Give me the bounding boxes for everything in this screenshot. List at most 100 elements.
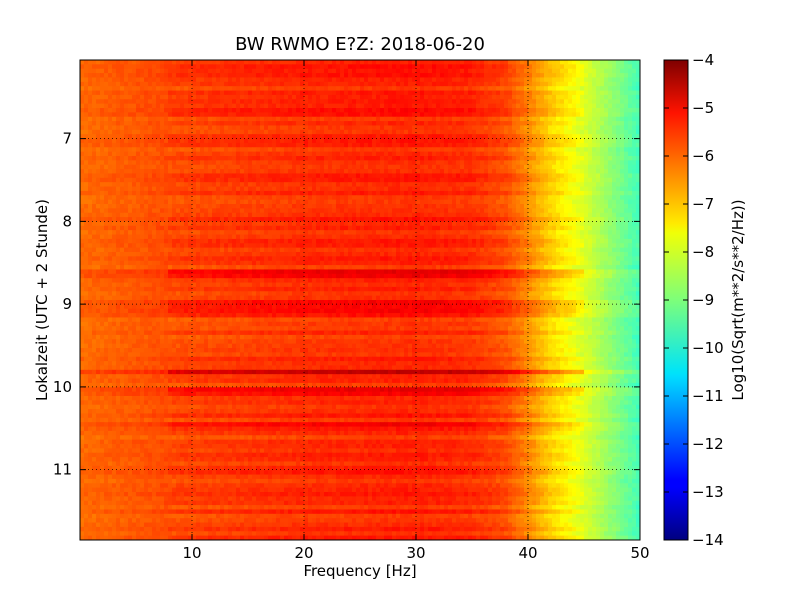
heatmap-cell [340, 147, 345, 153]
heatmap-cell [456, 199, 461, 205]
heatmap-cell [348, 90, 353, 96]
heatmap-cell [636, 173, 640, 179]
heatmap-cell [408, 151, 413, 157]
heatmap-cell [492, 164, 497, 170]
heatmap-cell [416, 121, 421, 127]
heatmap-cell [416, 147, 421, 153]
heatmap-cell [324, 134, 329, 140]
heatmap-cell [608, 147, 613, 153]
heatmap-cell [128, 160, 133, 166]
heatmap-cell [276, 73, 281, 79]
heatmap-cell [148, 182, 153, 188]
heatmap-cell [320, 142, 325, 148]
heatmap-cell [240, 77, 245, 83]
heatmap-cell [140, 121, 145, 127]
heatmap-cell [608, 190, 613, 196]
heatmap-cell [376, 125, 381, 131]
heatmap-cell [296, 81, 301, 87]
heatmap-cell [396, 169, 401, 175]
heatmap-cell [308, 64, 313, 70]
heatmap-cell [456, 77, 461, 83]
heatmap-cell [572, 60, 577, 65]
heatmap-cell [376, 173, 381, 179]
heatmap-cell [164, 86, 169, 92]
heatmap-cell [420, 147, 425, 153]
heatmap-cell [436, 129, 441, 135]
heatmap-cell [272, 125, 277, 131]
heatmap-cell [200, 60, 205, 65]
heatmap-cell [164, 156, 169, 161]
heatmap-cell [284, 212, 289, 218]
heatmap-cell [480, 156, 485, 161]
heatmap-cell [160, 208, 165, 214]
heatmap-cell [212, 164, 217, 170]
heatmap-cell [280, 99, 285, 105]
heatmap-cell [488, 125, 493, 131]
heatmap-cell [428, 138, 433, 144]
heatmap-cell [304, 142, 309, 148]
heatmap-cell [504, 103, 509, 109]
heatmap-cell [188, 212, 193, 218]
heatmap-cell [360, 134, 365, 140]
heatmap-cell [120, 86, 125, 92]
heatmap-cell [536, 90, 541, 96]
heatmap-cell [208, 60, 213, 65]
heatmap-cell [636, 151, 640, 157]
heatmap-cell [124, 186, 129, 192]
heatmap-cell [372, 64, 377, 70]
heatmap-cell [176, 68, 181, 74]
heatmap-cell [304, 147, 309, 153]
heatmap-cell [144, 60, 149, 65]
heatmap-cell [248, 77, 253, 83]
heatmap-cell [336, 108, 341, 113]
heatmap-cell [560, 147, 565, 153]
heatmap-cell [536, 77, 541, 83]
heatmap-cell [572, 208, 577, 214]
heatmap-cell [492, 134, 497, 140]
heatmap-cell [268, 99, 273, 105]
heatmap-cell [544, 199, 549, 205]
heatmap-cell [348, 112, 353, 118]
heatmap-cell [152, 90, 157, 96]
heatmap-cell [432, 204, 437, 209]
heatmap-cell [140, 199, 145, 205]
heatmap-cell [512, 142, 517, 148]
heatmap-cell [632, 134, 637, 140]
heatmap-cell [96, 121, 101, 127]
heatmap-cell [104, 151, 109, 157]
heatmap-cell [296, 177, 301, 183]
heatmap-cell [356, 73, 361, 79]
heatmap-cell [200, 156, 205, 161]
heatmap-cell [120, 164, 125, 170]
heatmap-cell [556, 156, 561, 161]
heatmap-cell [100, 116, 105, 122]
heatmap-cell [504, 151, 509, 157]
heatmap-cell [264, 147, 269, 153]
heatmap-cell [148, 64, 153, 70]
heatmap-cell [592, 116, 597, 122]
heatmap-cell [604, 112, 609, 118]
heatmap-cell [352, 108, 357, 113]
heatmap-cell [464, 151, 469, 157]
heatmap-cell [592, 164, 597, 170]
heatmap-cell [252, 151, 257, 157]
heatmap-cell [448, 90, 453, 96]
heatmap-cell [112, 103, 117, 109]
heatmap-cell [216, 60, 221, 65]
heatmap-cell [532, 77, 537, 83]
heatmap-cell [164, 68, 169, 74]
heatmap-cell [116, 208, 121, 214]
heatmap-cell [604, 103, 609, 109]
heatmap-cell [396, 212, 401, 218]
heatmap-cell [216, 94, 221, 100]
heatmap-cell [456, 94, 461, 100]
heatmap-cell [608, 68, 613, 74]
heatmap-cell [228, 182, 233, 188]
heatmap-cell [488, 116, 493, 122]
heatmap-cell [228, 204, 233, 209]
heatmap-cell [616, 81, 621, 87]
heatmap-cell [624, 156, 629, 161]
heatmap-cell [80, 90, 85, 96]
heatmap-cell [616, 73, 621, 79]
heatmap-cell [456, 138, 461, 144]
